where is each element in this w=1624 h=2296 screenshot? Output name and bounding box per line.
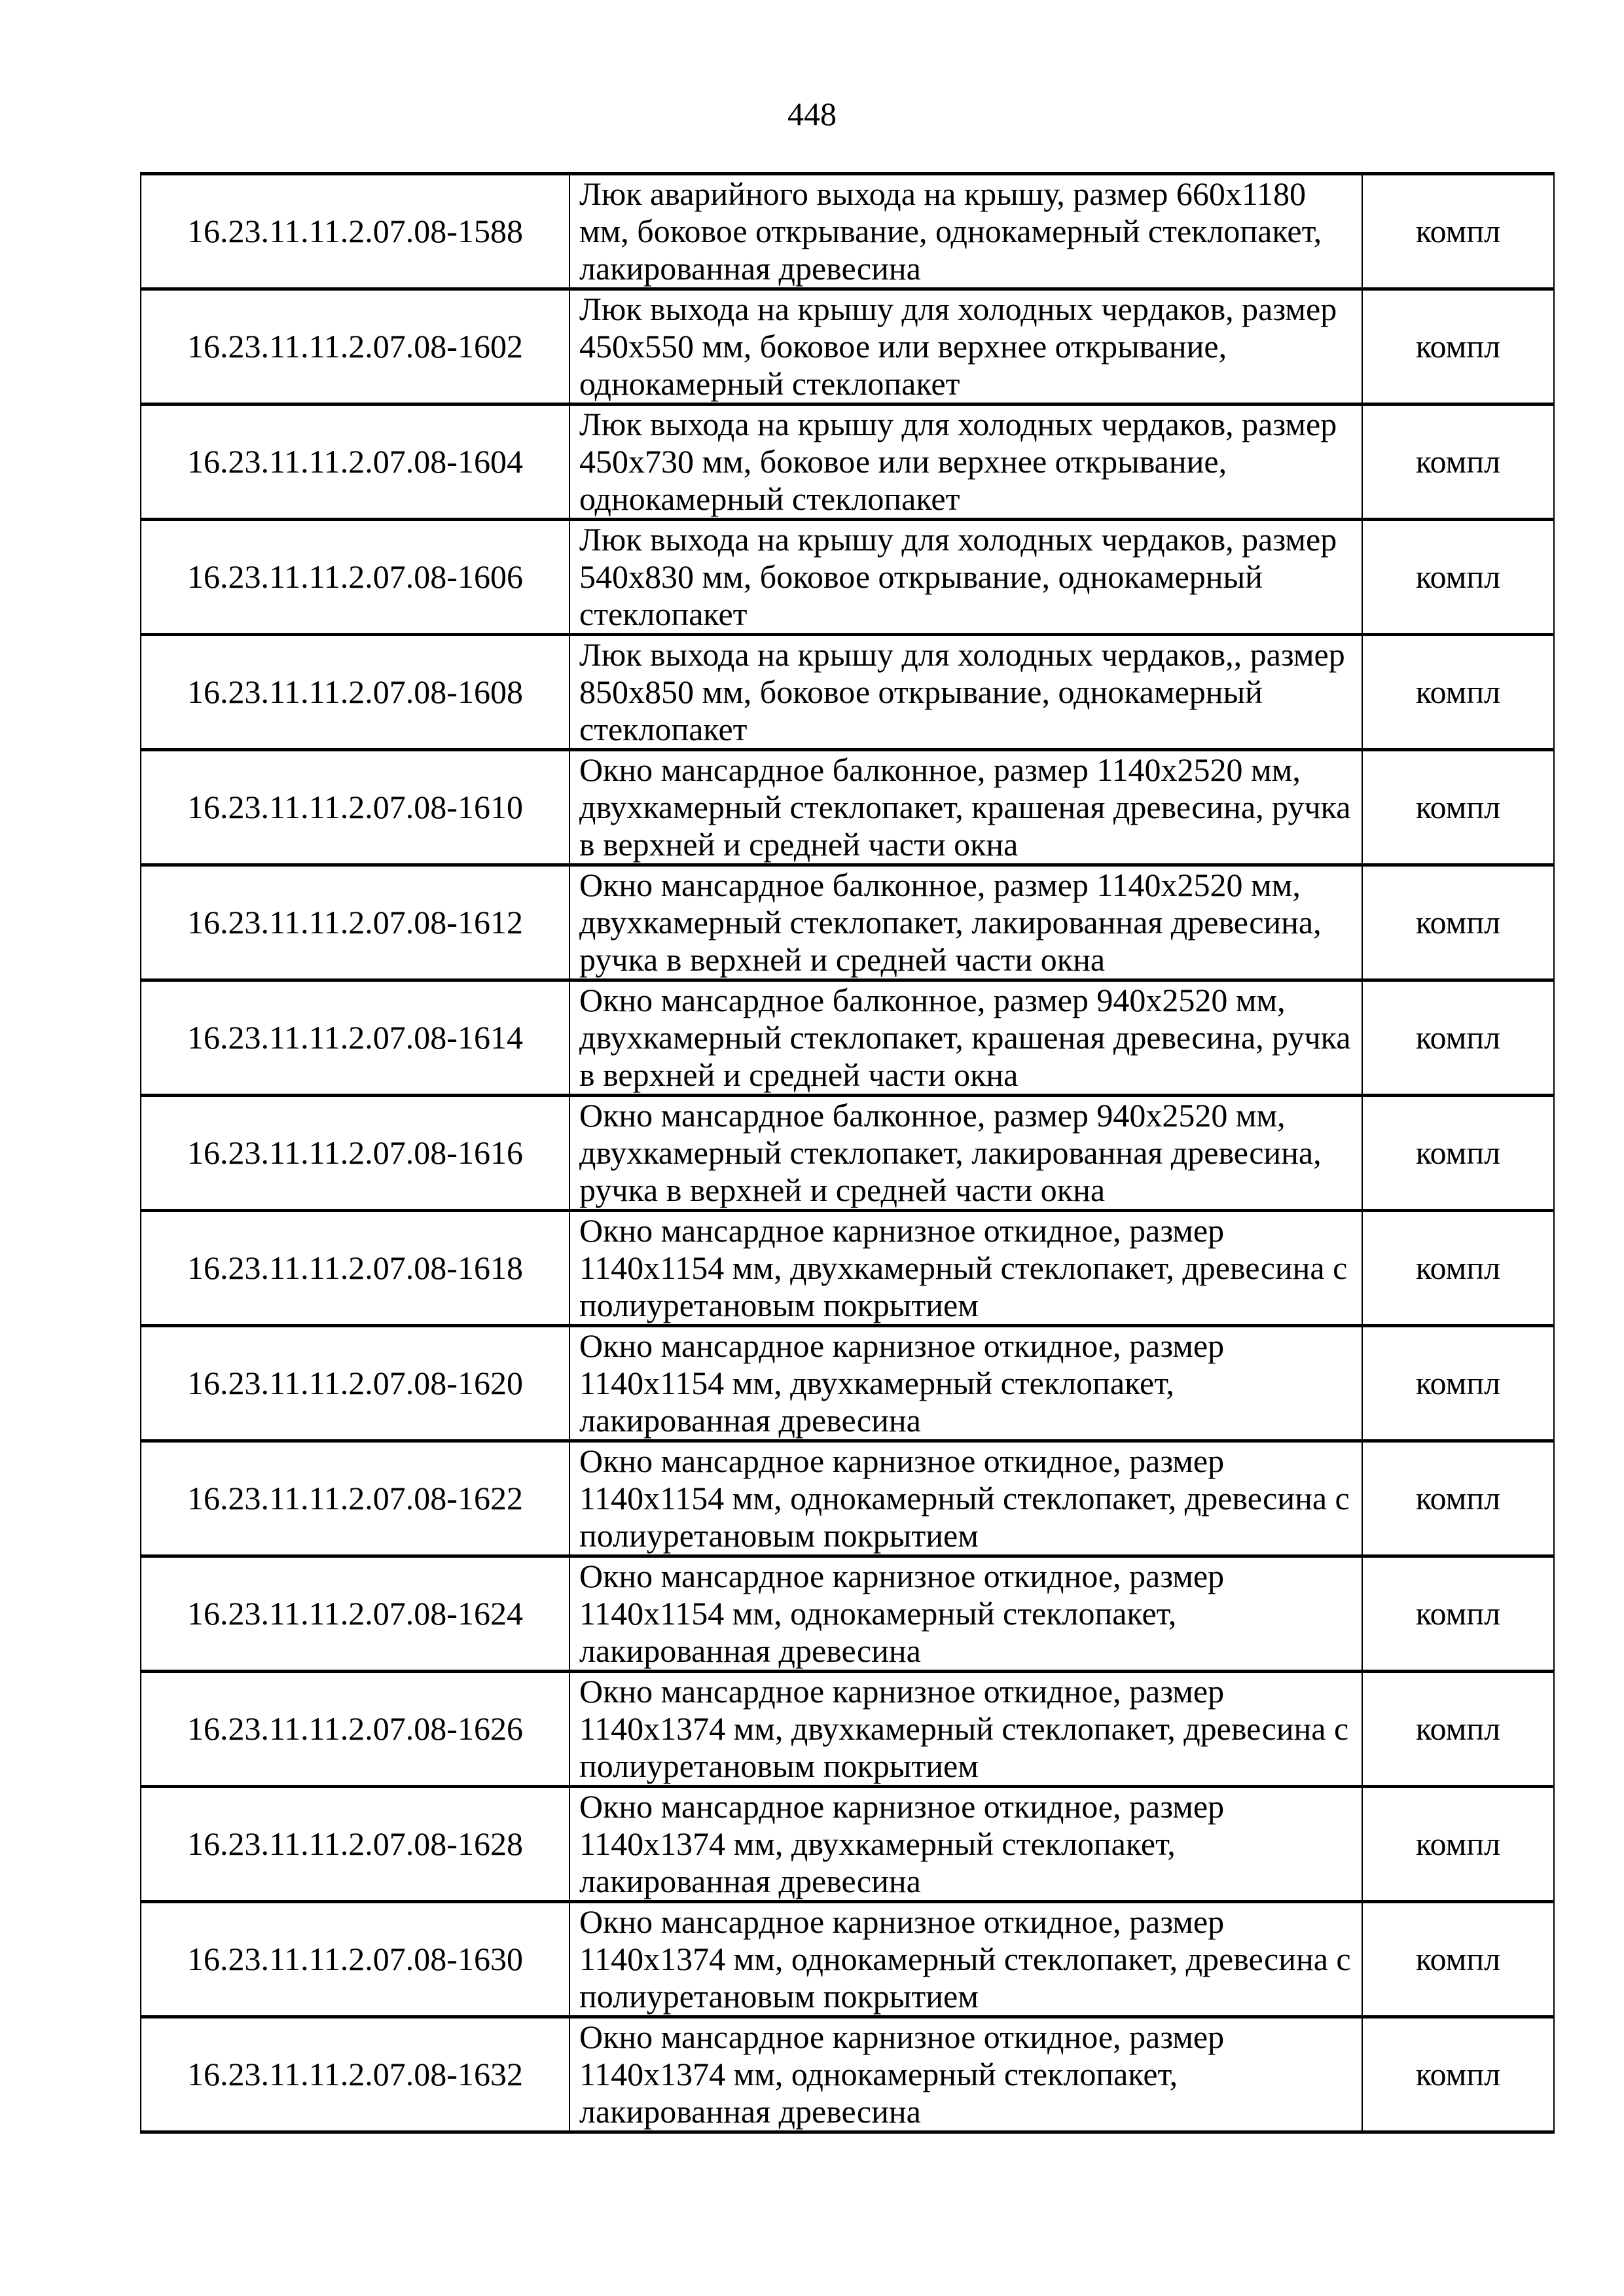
table-row: 16.23.11.11.2.07.08-1608 Люк выхода на кр… [140,633,1555,751]
description-cell: Окно мансардное карнизное откидное, разм… [569,1324,1363,1443]
description-cell: Окно мансардное карнизное откидное, разм… [569,1439,1363,1558]
table-row: 16.23.11.11.2.07.08-1632 Окно мансардное … [140,2015,1555,2134]
unit-cell: компл [1362,1785,1555,1903]
table-row: 16.23.11.11.2.07.08-1606 Люк выхода на кр… [140,518,1555,636]
description-cell: Окно мансардное карнизное откидное, разм… [569,1209,1363,1327]
description-cell: Окно мансардное балконное, размер 940х25… [569,978,1363,1097]
description-cell: Окно мансардное карнизное откидное, разм… [569,1900,1363,2018]
code-cell: 16.23.11.11.2.07.08-1632 [140,2015,570,2134]
code-cell: 16.23.11.11.2.07.08-1608 [140,633,570,751]
table-row: 16.23.11.11.2.07.08-1614 Окно мансардное … [140,978,1555,1097]
description-cell: Окно мансардное балконное, размер 1140х2… [569,863,1363,982]
description-cell: Люк аварийного выхода на крышу, размер 6… [569,172,1363,291]
unit-cell: компл [1362,1439,1555,1558]
table-row: 16.23.11.11.2.07.08-1616 Окно мансардное … [140,1094,1555,1212]
code-cell: 16.23.11.11.2.07.08-1628 [140,1785,570,1903]
page-number: 448 [787,96,837,132]
unit-cell: компл [1362,1094,1555,1212]
unit-cell: компл [1362,1554,1555,1673]
code-cell: 16.23.11.11.2.07.08-1626 [140,1670,570,1788]
description-cell: Люк выхода на крышу для холодных чердако… [569,633,1363,751]
code-cell: 16.23.11.11.2.07.08-1612 [140,863,570,982]
table-row: 16.23.11.11.2.07.08-1624 Окно мансардное … [140,1554,1555,1673]
description-cell: Окно мансардное карнизное откидное, разм… [569,1785,1363,1903]
table-row: 16.23.11.11.2.07.08-1604 Люк выхода на кр… [140,403,1555,521]
description-cell: Окно мансардное карнизное откидное, разм… [569,2015,1363,2134]
code-cell: 16.23.11.11.2.07.08-1618 [140,1209,570,1327]
code-cell: 16.23.11.11.2.07.08-1606 [140,518,570,636]
code-cell: 16.23.11.11.2.07.08-1610 [140,748,570,867]
table-row: 16.23.11.11.2.07.08-1622 Окно мансардное … [140,1439,1555,1558]
table-row: 16.23.11.11.2.07.08-1610 Окно мансардное … [140,748,1555,867]
unit-cell: компл [1362,287,1555,406]
table-row: 16.23.11.11.2.07.08-1618 Окно мансардное … [140,1209,1555,1327]
items-table: 16.23.11.11.2.07.08-1588 Люк аварийного в… [140,172,1555,2134]
table-row: 16.23.11.11.2.07.08-1628 Окно мансардное … [140,1785,1555,1903]
description-cell: Люк выхода на крышу для холодных чердако… [569,287,1363,406]
unit-cell: компл [1362,1209,1555,1327]
table-row: 16.23.11.11.2.07.08-1630 Окно мансардное … [140,1900,1555,2018]
table-row: 16.23.11.11.2.07.08-1602 Люк выхода на кр… [140,287,1555,406]
code-cell: 16.23.11.11.2.07.08-1616 [140,1094,570,1212]
description-cell: Окно мансардное балконное, размер 940х25… [569,1094,1363,1212]
unit-cell: компл [1362,2015,1555,2134]
code-cell: 16.23.11.11.2.07.08-1620 [140,1324,570,1443]
code-cell: 16.23.11.11.2.07.08-1604 [140,403,570,521]
table-row: 16.23.11.11.2.07.08-1626 Окно мансардное … [140,1670,1555,1788]
code-cell: 16.23.11.11.2.07.08-1624 [140,1554,570,1673]
description-cell: Окно мансардное карнизное откидное, разм… [569,1670,1363,1788]
unit-cell: компл [1362,1670,1555,1788]
description-cell: Люк выхода на крышу для холодных чердако… [569,518,1363,636]
unit-cell: компл [1362,403,1555,521]
unit-cell: компл [1362,978,1555,1097]
table-row: 16.23.11.11.2.07.08-1612 Окно мансардное … [140,863,1555,982]
unit-cell: компл [1362,1324,1555,1443]
unit-cell: компл [1362,748,1555,867]
code-cell: 16.23.11.11.2.07.08-1630 [140,1900,570,2018]
unit-cell: компл [1362,1900,1555,2018]
code-cell: 16.23.11.11.2.07.08-1614 [140,978,570,1097]
code-cell: 16.23.11.11.2.07.08-1602 [140,287,570,406]
table-row: 16.23.11.11.2.07.08-1620 Окно мансардное … [140,1324,1555,1443]
table-row: 16.23.11.11.2.07.08-1588 Люк аварийного в… [140,172,1555,291]
code-cell: 16.23.11.11.2.07.08-1622 [140,1439,570,1558]
description-cell: Окно мансардное карнизное откидное, разм… [569,1554,1363,1673]
unit-cell: компл [1362,863,1555,982]
unit-cell: компл [1362,518,1555,636]
description-cell: Люк выхода на крышу для холодных чердако… [569,403,1363,521]
unit-cell: компл [1362,172,1555,291]
code-cell: 16.23.11.11.2.07.08-1588 [140,172,570,291]
description-cell: Окно мансардное балконное, размер 1140х2… [569,748,1363,867]
unit-cell: компл [1362,633,1555,751]
